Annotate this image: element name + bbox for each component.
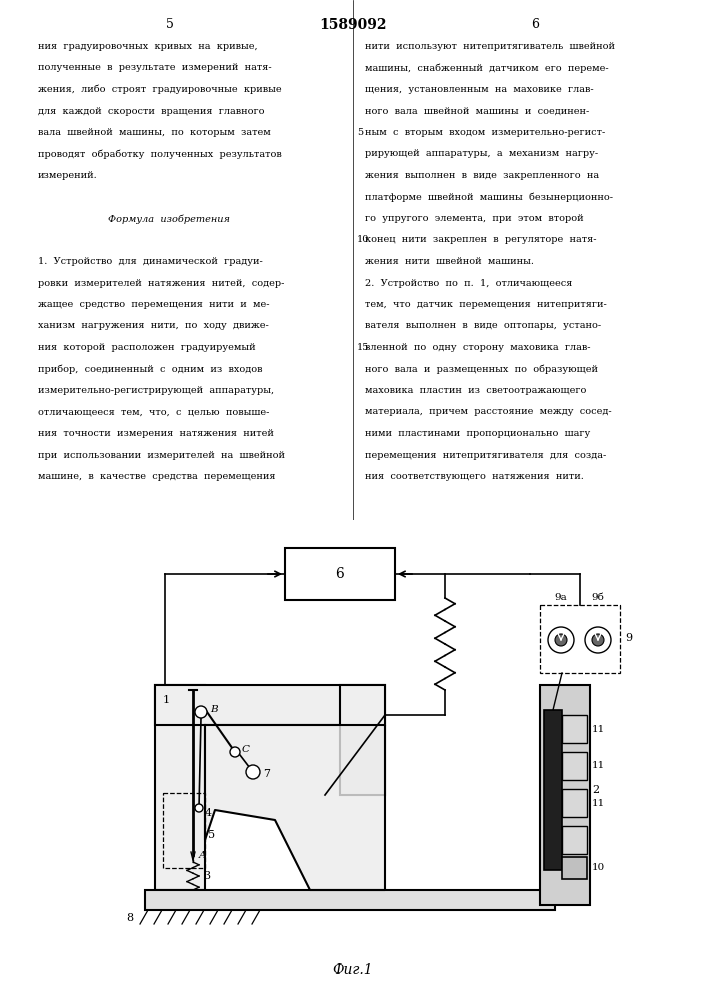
Text: ровки  измерителей  натяжения  нитей,  содер-: ровки измерителей натяжения нитей, содер… <box>38 278 284 288</box>
Text: маховика  пластин  из  светоотражающего: маховика пластин из светоотражающего <box>365 386 586 395</box>
Text: 1: 1 <box>163 695 170 705</box>
Text: жения,  либо  строят  градуировочные  кривые: жения, либо строят градуировочные кривые <box>38 85 281 95</box>
Text: измерительно-регистрирующей  аппаратуры,: измерительно-регистрирующей аппаратуры, <box>38 386 274 395</box>
Circle shape <box>548 627 574 653</box>
Circle shape <box>246 765 260 779</box>
Text: 6: 6 <box>336 567 344 581</box>
Text: 11: 11 <box>592 798 605 808</box>
Text: 11: 11 <box>592 762 605 770</box>
Text: 9б: 9б <box>592 593 604 602</box>
Text: машины,  снабженный  датчиком  его  переме-: машины, снабженный датчиком его переме- <box>365 64 609 73</box>
Text: C: C <box>242 744 250 754</box>
Text: перемещения  нитепритягивателя  для  созда-: перемещения нитепритягивателя для созда- <box>365 450 606 460</box>
Circle shape <box>585 627 611 653</box>
Text: платформе  швейной  машины  безынерционно-: платформе швейной машины безынерционно- <box>365 192 613 202</box>
Text: ния  точности  измерения  натяжения  нитей: ния точности измерения натяжения нитей <box>38 429 274 438</box>
Text: жения  нити  швейной  машины.: жения нити швейной машины. <box>365 257 534 266</box>
Text: для  каждой  скорости  вращения  главного: для каждой скорости вращения главного <box>38 106 264 115</box>
Text: B: B <box>210 704 218 714</box>
Text: 10: 10 <box>357 235 369 244</box>
Text: ния  соответствующего  натяжения  нити.: ния соответствующего натяжения нити. <box>365 472 584 481</box>
Bar <box>155 685 385 725</box>
Text: 2: 2 <box>592 785 599 795</box>
Text: 9: 9 <box>625 633 632 643</box>
Text: ханизм  нагружения  нити,  по  ходу  движе-: ханизм нагружения нити, по ходу движе- <box>38 322 269 330</box>
Circle shape <box>230 747 240 757</box>
Text: ного  вала  и  размещенных  по  образующей: ного вала и размещенных по образующей <box>365 364 598 374</box>
Text: 2.  Устройство  по  п.  1,  отличающееся: 2. Устройство по п. 1, отличающееся <box>365 278 573 288</box>
Text: 7: 7 <box>263 769 270 779</box>
Circle shape <box>592 634 604 646</box>
Text: тем,  что  датчик  перемещения  нитепритяги-: тем, что датчик перемещения нитепритяги- <box>365 300 607 309</box>
Bar <box>540 605 620 673</box>
Text: щения,  установленным  на  маховике  глав-: щения, установленным на маховике глав- <box>365 85 594 94</box>
Text: измерений.: измерений. <box>38 171 98 180</box>
Text: материала,  причем  расстояние  между  сосед-: материала, причем расстояние между сосед… <box>365 408 612 416</box>
Text: 6: 6 <box>531 18 539 31</box>
Text: 5: 5 <box>166 18 174 31</box>
Text: 1.  Устройство  для  динамической  градуи-: 1. Устройство для динамической градуи- <box>38 257 263 266</box>
Bar <box>544 710 562 870</box>
Bar <box>340 685 385 795</box>
Text: 15: 15 <box>357 343 369 352</box>
Text: проводят  обработку  полученных  результатов: проводят обработку полученных результато… <box>38 149 282 159</box>
Text: 3: 3 <box>203 871 210 881</box>
Text: 10: 10 <box>592 863 605 872</box>
Circle shape <box>555 634 567 646</box>
Bar <box>562 789 587 817</box>
Circle shape <box>195 706 207 718</box>
Text: го  упругого  элемента,  при  этом  второй: го упругого элемента, при этом второй <box>365 214 583 223</box>
Text: ным  с  вторым  входом  измерительно-регист-: ным с вторым входом измерительно-регист- <box>365 128 605 137</box>
Text: ного  вала  швейной  машины  и  соединен-: ного вала швейной машины и соединен- <box>365 106 589 115</box>
Bar <box>285 548 395 600</box>
Bar <box>145 890 555 910</box>
Text: полученные  в  результате  измерений  натя-: полученные в результате измерений натя- <box>38 64 271 73</box>
Text: 1589092: 1589092 <box>320 18 387 32</box>
Text: рирующей  аппаратуры,  а  механизм  нагру-: рирующей аппаратуры, а механизм нагру- <box>365 149 598 158</box>
Text: 9а: 9а <box>554 593 568 602</box>
Text: ния  которой  расположен  градуируемый: ния которой расположен градуируемый <box>38 343 256 352</box>
Bar <box>562 715 587 743</box>
Text: 4: 4 <box>205 808 212 818</box>
Text: вала  швейной  машины,  по  которым  затем: вала швейной машины, по которым затем <box>38 128 271 137</box>
Text: отличающееся  тем,  что,  с  целью  повыше-: отличающееся тем, что, с целью повыше- <box>38 408 269 416</box>
Text: 8: 8 <box>126 913 133 923</box>
Text: вленной  по  одну  сторону  маховика  глав-: вленной по одну сторону маховика глав- <box>365 343 590 352</box>
Polygon shape <box>205 725 385 890</box>
Text: машине,  в  качестве  средства  перемещения: машине, в качестве средства перемещения <box>38 472 276 481</box>
Text: 11: 11 <box>592 724 605 734</box>
Text: Формула  изобретения: Формула изобретения <box>108 214 230 224</box>
Bar <box>155 685 205 890</box>
Bar <box>163 793 205 868</box>
Bar <box>562 826 587 854</box>
Bar <box>562 752 587 780</box>
Text: жения  выполнен  в  виде  закрепленного  на: жения выполнен в виде закрепленного на <box>365 171 599 180</box>
Text: вателя  выполнен  в  виде  оптопары,  устано-: вателя выполнен в виде оптопары, устано- <box>365 322 601 330</box>
Text: ния  градуировочных  кривых  на  кривые,: ния градуировочных кривых на кривые, <box>38 42 257 51</box>
Text: 5: 5 <box>357 128 363 137</box>
Circle shape <box>195 804 203 812</box>
Text: при  использовании  измерителей  на  швейной: при использовании измерителей на швейной <box>38 450 285 460</box>
Text: нити  используют  нитепритягиватель  швейной: нити используют нитепритягиватель швейно… <box>365 42 615 51</box>
Text: конец  нити  закреплен  в  регуляторе  натя-: конец нити закреплен в регуляторе натя- <box>365 235 597 244</box>
Text: A: A <box>199 852 206 860</box>
Text: жащее  средство  перемещения  нити  и  ме-: жащее средство перемещения нити и ме- <box>38 300 269 309</box>
Text: 5: 5 <box>208 830 215 840</box>
Text: Фиг.1: Фиг.1 <box>333 963 373 977</box>
Text: ними  пластинами  пропорционально  шагу: ними пластинами пропорционально шагу <box>365 429 590 438</box>
Bar <box>540 685 590 905</box>
Bar <box>562 857 587 879</box>
Text: прибор,  соединенный  с  одним  из  входов: прибор, соединенный с одним из входов <box>38 364 262 374</box>
